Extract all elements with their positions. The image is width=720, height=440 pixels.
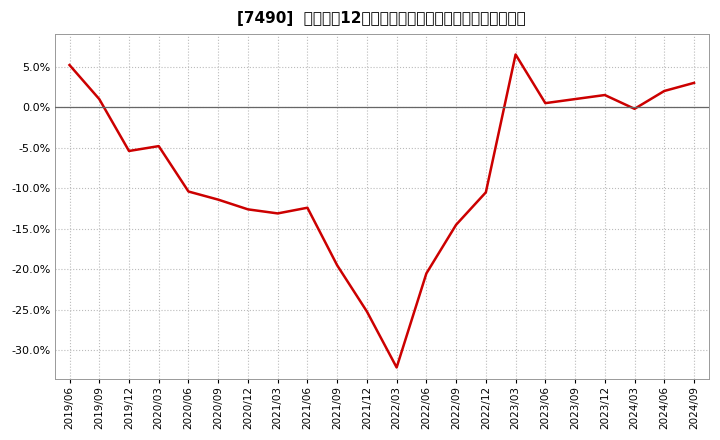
Title: [7490]  売上高の12か月移動合計の対前年同期増減率の推移: [7490] 売上高の12か月移動合計の対前年同期増減率の推移 — [238, 11, 526, 26]
